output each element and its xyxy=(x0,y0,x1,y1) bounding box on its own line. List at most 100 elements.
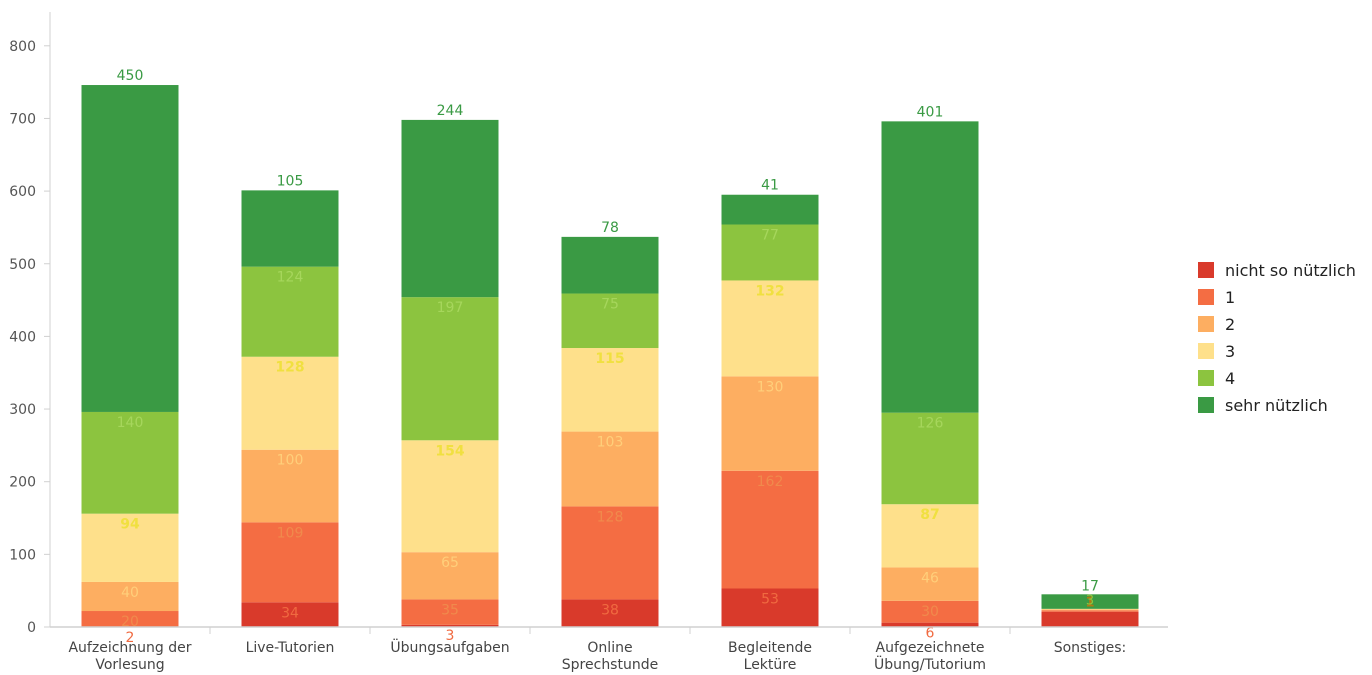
data-label: 35 xyxy=(441,602,459,618)
bar-segment xyxy=(81,581,179,612)
bar-segment xyxy=(401,440,499,553)
x-tick-label: Vorlesung xyxy=(95,657,164,673)
y-tick-label: 700 xyxy=(9,111,36,127)
bar-segment xyxy=(561,236,659,294)
data-label: 140 xyxy=(117,415,144,431)
bar-segment xyxy=(721,588,819,627)
data-label: 75 xyxy=(601,297,619,313)
bar-segment xyxy=(401,297,499,441)
bar-segment xyxy=(241,449,339,523)
x-tick-label: Live-Tutorien xyxy=(246,640,335,656)
data-label: 30 xyxy=(921,604,939,620)
data-label: 77 xyxy=(761,228,779,244)
data-label: 109 xyxy=(277,525,304,541)
data-label: 115 xyxy=(595,351,624,367)
bar-segment xyxy=(881,412,979,505)
bar-segment xyxy=(401,119,499,298)
data-label: 94 xyxy=(120,517,140,533)
data-label: 128 xyxy=(597,509,624,525)
data-label: 132 xyxy=(755,283,784,299)
data-label: 20 xyxy=(121,614,139,630)
bar-segment xyxy=(721,224,819,281)
data-label: 65 xyxy=(441,555,459,571)
data-label: 128 xyxy=(275,360,304,376)
data-label: 46 xyxy=(921,570,939,586)
y-tick-label: 600 xyxy=(9,184,36,200)
x-tick-label: Sonstiges: xyxy=(1054,640,1127,656)
x-tick-label: Online xyxy=(587,640,632,656)
legend-label: sehr nützlich xyxy=(1225,396,1328,415)
bar-segment xyxy=(81,513,179,582)
data-label: 401 xyxy=(917,104,944,120)
x-tick-label: Begleitende xyxy=(728,640,812,656)
bar-segment xyxy=(561,599,659,627)
data-label: 450 xyxy=(117,68,144,84)
bar-segment xyxy=(81,411,179,514)
bar-segment xyxy=(241,190,339,267)
bar-segment xyxy=(721,280,819,377)
legend-swatch xyxy=(1198,370,1214,386)
data-label: 53 xyxy=(761,591,779,607)
bar-segment xyxy=(401,552,499,600)
bar-segment xyxy=(881,504,979,568)
data-label: 105 xyxy=(277,173,304,189)
legend-swatch xyxy=(1198,397,1214,413)
y-tick-label: 300 xyxy=(9,402,36,418)
y-tick-label: 400 xyxy=(9,329,36,345)
bar-segment xyxy=(881,600,979,623)
bar-segment xyxy=(561,348,659,432)
data-label: 1 xyxy=(1085,595,1094,610)
legend-label: 4 xyxy=(1225,369,1235,388)
bar-segment xyxy=(81,85,179,412)
bar-segment xyxy=(881,622,979,627)
data-label: 162 xyxy=(757,474,784,490)
bar-segment xyxy=(1041,611,1139,627)
bar-segment xyxy=(241,356,339,450)
bar-segment xyxy=(561,431,659,507)
legend-swatch xyxy=(1198,316,1214,332)
x-tick-label: Übung/Tutorium xyxy=(874,655,986,673)
bar-segment xyxy=(241,522,339,603)
bar-segment xyxy=(561,506,659,600)
bar-segment xyxy=(721,194,819,225)
bar-segment xyxy=(1041,608,1139,610)
bar-segment xyxy=(721,470,819,589)
legend-swatch xyxy=(1198,262,1214,278)
legend-label: 2 xyxy=(1225,315,1235,334)
legend-swatch xyxy=(1198,343,1214,359)
data-label: 17 xyxy=(1081,578,1099,594)
bar-segment xyxy=(1041,594,1139,609)
x-tick-label: Sprechstunde xyxy=(562,657,658,673)
legend-label: 3 xyxy=(1225,342,1235,361)
data-label: 244 xyxy=(437,103,464,119)
data-label: 38 xyxy=(601,602,619,618)
bar-segment xyxy=(241,266,339,357)
x-tick-label: Aufzeichnung der xyxy=(68,640,191,656)
x-tick-label: Übungsaufgaben xyxy=(390,638,509,656)
legend-swatch xyxy=(1198,289,1214,305)
data-label: 40 xyxy=(121,585,139,601)
data-label: 100 xyxy=(277,453,304,469)
data-label: 6 xyxy=(926,626,935,642)
data-label: 154 xyxy=(435,443,464,459)
data-label: 3 xyxy=(1086,593,1094,608)
bar-segment xyxy=(881,121,979,413)
legend-label: 1 xyxy=(1225,288,1235,307)
data-label: 126 xyxy=(917,416,944,432)
data-label: 34 xyxy=(281,605,299,621)
data-label: 2 xyxy=(126,630,135,646)
data-label: 78 xyxy=(601,220,619,236)
y-tick-label: 800 xyxy=(9,39,36,55)
data-label: 41 xyxy=(761,178,779,194)
data-label: 87 xyxy=(920,507,939,523)
bar-segment xyxy=(81,611,179,627)
bar-segment xyxy=(401,624,499,627)
bar-segment xyxy=(241,602,339,627)
bar-segment xyxy=(401,599,499,625)
y-tick-label: 200 xyxy=(9,475,36,491)
data-label: 103 xyxy=(597,435,624,451)
data-label: 3 xyxy=(446,628,455,644)
data-label: 197 xyxy=(437,300,464,316)
bar-segment xyxy=(721,376,819,471)
